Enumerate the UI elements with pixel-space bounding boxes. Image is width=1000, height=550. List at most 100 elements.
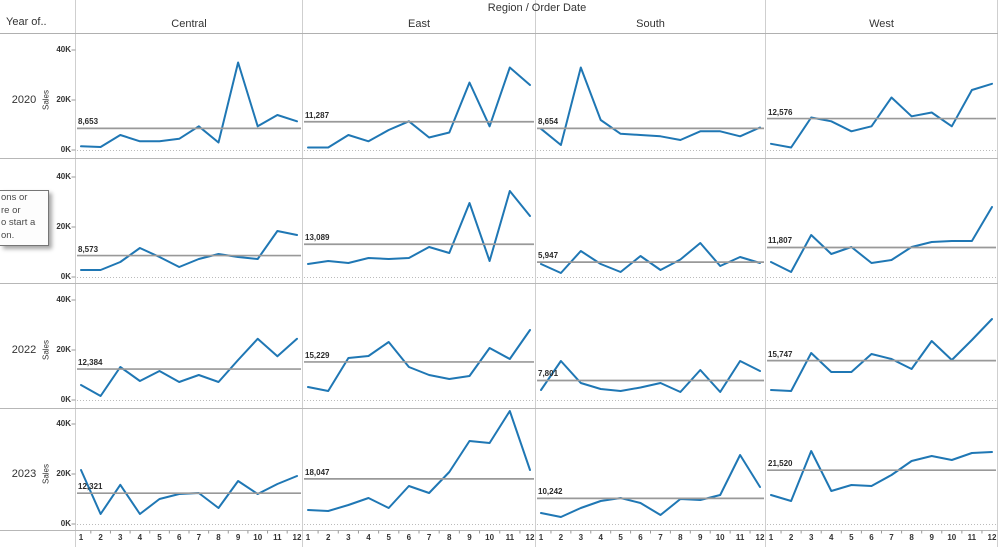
y-tick-label-20K: 20K [56, 95, 71, 104]
average-reference-label-2023-east: 18,047 [305, 467, 330, 477]
column-header-east[interactable]: East [407, 18, 430, 30]
month-label-west-8: 8 [909, 533, 914, 542]
month-label-central-9: 9 [235, 533, 241, 542]
y-tick-label-40K: 40K [56, 45, 71, 54]
sales-line-2022-central[interactable] [80, 337, 298, 397]
year-label-2022[interactable]: 2022 [11, 344, 37, 356]
sales-line-2020-south[interactable] [540, 66, 761, 146]
average-reference-label-2020-south: 8,654 [538, 117, 559, 127]
sales-line-row2-east[interactable] [307, 190, 531, 265]
month-label-central-5: 5 [157, 533, 162, 542]
y-tick-label-20K: 20K [56, 469, 71, 478]
month-label-west-11: 11 [967, 533, 977, 542]
average-reference-label-2023-west: 21,520 [768, 459, 793, 469]
month-label-west-1: 1 [768, 533, 774, 542]
month-label-east-11: 11 [505, 533, 515, 542]
month-label-central-3: 3 [118, 533, 123, 542]
month-label-east-7: 7 [426, 533, 432, 542]
month-label-central-2: 2 [98, 533, 103, 542]
month-label-south-5: 5 [618, 533, 623, 542]
month-label-south-3: 3 [578, 533, 584, 542]
month-label-west-5: 5 [849, 533, 854, 542]
average-reference-label-2022-east: 15,229 [305, 350, 330, 360]
sales-line-2023-east[interactable] [307, 410, 531, 512]
tooltip-line: ons or [1, 192, 28, 203]
sales-line-row2-central[interactable] [80, 230, 298, 271]
sales-line-2020-central[interactable] [80, 61, 298, 148]
sales-line-2023-west[interactable] [770, 450, 993, 502]
month-label-south-8: 8 [678, 533, 683, 542]
month-label-south-7: 7 [658, 533, 663, 542]
average-reference-label-2022-central: 12,384 [78, 358, 103, 368]
month-label-central-1: 1 [78, 533, 84, 542]
y-tick-label-0K: 0K [60, 272, 71, 281]
month-label-south-11: 11 [735, 533, 745, 542]
column-header-south[interactable]: South [636, 18, 665, 30]
month-label-central-8: 8 [216, 533, 221, 542]
month-label-west-4: 4 [829, 533, 834, 542]
average-reference-label-2023-central: 12,321 [78, 482, 103, 492]
y-tick-label-20K: 20K [56, 345, 71, 354]
sales-line-2022-west[interactable] [770, 318, 993, 392]
month-label-central-12: 12 [292, 533, 302, 542]
year-label-2020[interactable]: 2020 [11, 94, 37, 106]
sales-line-2023-central[interactable] [80, 469, 298, 515]
month-label-west-6: 6 [869, 533, 874, 542]
y-tick-label-40K: 40K [56, 172, 71, 181]
month-label-central-7: 7 [196, 533, 202, 542]
column-header-west[interactable]: West [869, 18, 894, 30]
average-reference-label-2023-south: 10,242 [538, 487, 563, 497]
average-reference-label-2022-south: 7,801 [538, 369, 559, 379]
month-label-west-10: 10 [947, 533, 957, 542]
month-label-south-1: 1 [538, 533, 544, 542]
month-label-west-2: 2 [788, 533, 794, 542]
average-reference-label-row2-central: 8,573 [78, 244, 99, 254]
average-reference-label-2020-central: 8,653 [78, 117, 99, 127]
y-tick-label-0K: 0K [60, 519, 71, 528]
sales-line-row2-west[interactable] [770, 206, 993, 273]
y-tick-label-40K: 40K [56, 419, 71, 428]
y-tick-label-40K: 40K [56, 295, 71, 304]
month-label-west-3: 3 [808, 533, 814, 542]
row-dimension-label[interactable]: Year of.. [6, 16, 47, 28]
pane-title: Region / Order Date [487, 2, 587, 14]
month-label-east-8: 8 [447, 533, 452, 542]
month-label-central-11: 11 [273, 533, 282, 542]
y-tick-label-0K: 0K [60, 145, 71, 154]
month-label-east-6: 6 [406, 533, 412, 542]
month-label-east-2: 2 [325, 533, 331, 542]
average-reference-label-row2-east: 13,089 [305, 233, 330, 243]
y-tick-label-20K: 20K [56, 222, 71, 231]
tooltip-line: re or [1, 204, 21, 216]
month-label-south-2: 2 [558, 533, 564, 542]
sales-line-2020-east[interactable] [307, 66, 531, 149]
tooltip-line: on. [1, 229, 15, 241]
tooltip-popup[interactable]: ons or re or o start a on. [0, 190, 49, 246]
sales-line-2020-west[interactable] [770, 82, 993, 149]
sales-line-2022-east[interactable] [307, 329, 531, 392]
month-label-west-9: 9 [929, 533, 934, 542]
sales-line-2023-south[interactable] [540, 454, 761, 518]
month-label-south-12: 12 [755, 533, 765, 542]
average-reference-label-row2-south: 5,947 [538, 251, 559, 261]
month-label-west-12: 12 [987, 533, 997, 542]
average-reference-label-2020-west: 12,576 [768, 107, 793, 117]
year-label-2023[interactable]: 2023 [11, 468, 37, 480]
month-label-central-6: 6 [176, 533, 182, 542]
column-header-central[interactable]: Central [171, 18, 207, 30]
y-tick-label-0K: 0K [60, 395, 71, 404]
month-label-west-7: 7 [889, 533, 894, 542]
month-label-east-12: 12 [525, 533, 535, 542]
sales-line-row2-south[interactable] [540, 242, 761, 274]
month-label-south-4: 4 [598, 533, 603, 542]
sales-line-2022-south[interactable] [540, 360, 761, 393]
average-reference-label-row2-west: 11,807 [768, 236, 793, 246]
average-reference-label-2022-west: 15,747 [768, 349, 793, 359]
month-label-central-10: 10 [253, 533, 263, 542]
month-label-east-9: 9 [467, 533, 472, 542]
month-label-south-6: 6 [638, 533, 643, 542]
average-reference-label-2020-east: 11,287 [305, 110, 330, 120]
month-label-east-3: 3 [346, 533, 351, 542]
